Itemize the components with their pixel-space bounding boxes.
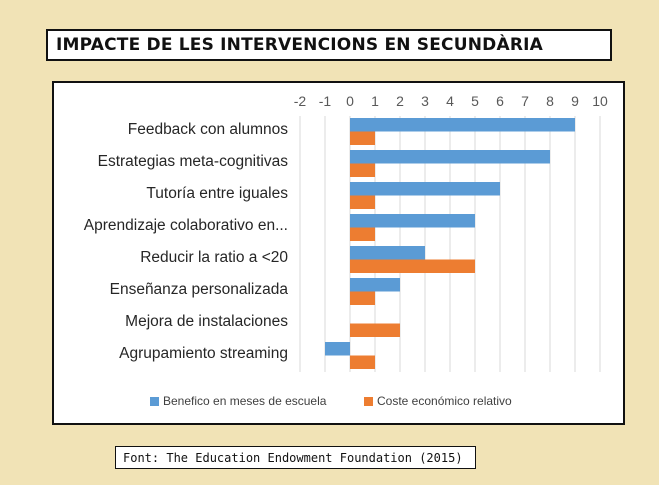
category-label: Agrupamiento streaming [119,345,288,362]
bar-cost [350,259,475,273]
bar-benefit [350,150,550,164]
x-tick-label: -1 [319,93,332,109]
x-tick-label: 1 [371,93,379,109]
chart-panel: -2 -1 0 1 2 3 4 5 6 7 8 9 10 Feedback con alumnos Estr… [52,81,625,425]
chart-title: IMPACTE DE LES INTERVENCIONS EN SECUNDÀR… [46,29,612,61]
x-tick-label: 10 [592,93,608,109]
x-tick-label: 0 [346,93,354,109]
bar-cost [350,163,375,177]
category-label: Mejora de instalaciones [125,313,288,330]
legend-label: Benefico en meses de escuela [163,394,327,408]
x-tick-label: 6 [496,93,504,109]
bar-benefit [350,118,575,132]
bar-chart: -2 -1 0 1 2 3 4 5 6 7 8 9 10 Feedback con alumnos Estr… [84,93,608,408]
category-label: Aprendizaje colaborativo en... [84,217,288,234]
x-tick-label: -2 [294,93,307,109]
legend-swatch [150,397,159,406]
bar-benefit [350,278,400,292]
category-label: Tutoría entre iguales [146,185,288,202]
x-tick-label: 2 [396,93,404,109]
x-tick-label: 5 [471,93,479,109]
category-label: Reducir la ratio a <20 [140,249,288,266]
bar-benefit [350,246,425,260]
x-tick-label: 8 [546,93,554,109]
bar-cost [350,195,375,209]
x-tick-label: 9 [571,93,579,109]
bar-cost [350,291,375,305]
bar-cost [350,131,375,145]
bar-cost [350,323,400,337]
category-label: Estrategias meta-cognitivas [98,153,289,170]
source-note: Font: The Education Endowment Foundation… [115,446,476,469]
x-tick-label: 7 [521,93,529,109]
legend-label: Coste económico relativo [377,394,512,408]
legend-swatch [364,397,373,406]
bar-benefit [350,182,500,196]
x-tick-label: 4 [446,93,454,109]
category-label: Feedback con alumnos [128,121,289,138]
bar-benefit [325,342,350,356]
bar-cost [350,355,375,369]
category-label: Enseñanza personalizada [110,281,289,298]
bar-benefit [350,214,475,228]
x-tick-label: 3 [421,93,429,109]
bar-cost [350,227,375,241]
